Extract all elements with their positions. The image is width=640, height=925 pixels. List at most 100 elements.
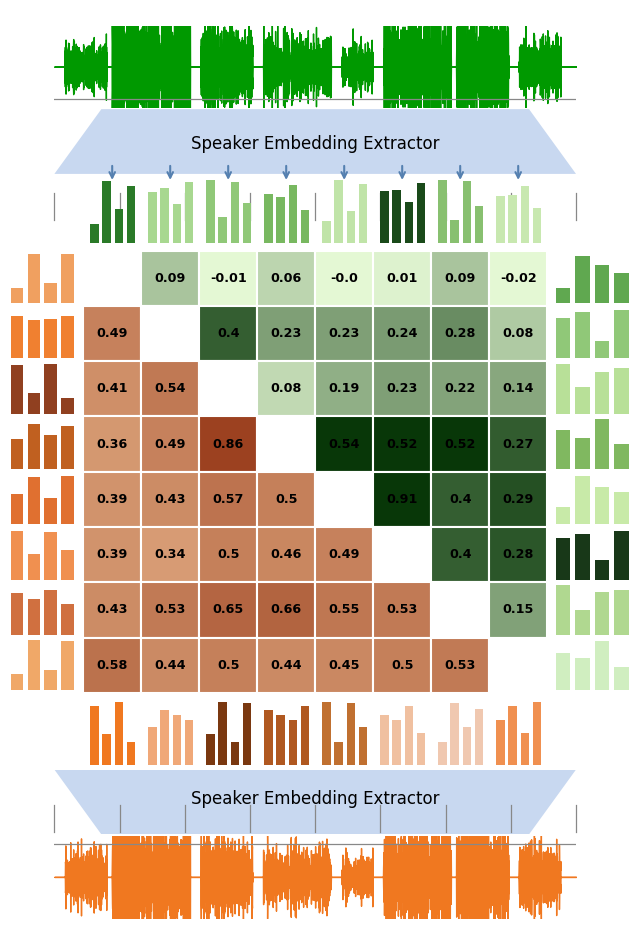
Bar xyxy=(61,426,74,469)
Bar xyxy=(173,204,181,243)
Bar xyxy=(11,674,23,690)
Bar xyxy=(373,527,431,583)
Bar xyxy=(61,316,74,359)
Bar xyxy=(141,251,199,306)
Bar xyxy=(556,653,570,690)
Text: 0.91: 0.91 xyxy=(387,493,418,506)
Bar xyxy=(614,667,628,690)
Text: 0.5: 0.5 xyxy=(391,659,413,672)
Bar xyxy=(28,320,40,359)
Text: -0.02: -0.02 xyxy=(500,272,536,285)
Bar xyxy=(11,494,23,524)
Text: 0.39: 0.39 xyxy=(97,549,128,561)
Bar xyxy=(61,604,74,635)
Bar xyxy=(289,185,297,243)
Text: 0.36: 0.36 xyxy=(97,438,128,450)
Bar xyxy=(11,364,23,413)
Bar xyxy=(556,430,570,469)
Bar xyxy=(301,210,309,243)
Bar xyxy=(83,362,141,416)
Text: 0.55: 0.55 xyxy=(328,603,360,616)
Text: 0.06: 0.06 xyxy=(271,272,302,285)
Text: 0.43: 0.43 xyxy=(97,603,128,616)
Bar xyxy=(83,527,141,583)
Bar xyxy=(243,204,252,243)
Text: 0.09: 0.09 xyxy=(154,272,186,285)
Bar xyxy=(199,583,257,637)
Bar xyxy=(496,720,505,765)
Text: 0.4: 0.4 xyxy=(449,493,472,506)
Bar xyxy=(199,637,257,693)
Text: 0.08: 0.08 xyxy=(271,382,302,395)
Bar xyxy=(199,527,257,583)
Bar xyxy=(44,498,57,524)
Text: -0.0: -0.0 xyxy=(330,272,358,285)
Bar xyxy=(614,492,628,524)
Bar xyxy=(614,444,628,469)
Text: 0.65: 0.65 xyxy=(212,603,244,616)
Bar xyxy=(28,424,40,469)
Bar xyxy=(322,702,331,765)
Bar xyxy=(199,362,257,416)
Bar xyxy=(28,640,40,690)
Bar xyxy=(358,184,367,243)
Bar xyxy=(575,438,589,469)
Text: 0.45: 0.45 xyxy=(328,659,360,672)
Bar xyxy=(44,283,57,303)
Bar xyxy=(595,372,609,413)
Bar xyxy=(230,182,239,243)
Text: 0.19: 0.19 xyxy=(328,382,360,395)
Bar xyxy=(532,207,541,243)
Bar xyxy=(392,720,401,765)
Bar xyxy=(373,416,431,472)
Bar xyxy=(373,472,431,527)
Bar xyxy=(28,554,40,580)
Bar xyxy=(614,311,628,359)
Bar xyxy=(438,180,447,243)
Text: 0.27: 0.27 xyxy=(502,438,534,450)
Bar xyxy=(489,527,547,583)
Bar xyxy=(28,253,40,303)
Bar xyxy=(218,217,227,243)
Bar xyxy=(489,362,547,416)
Text: 0.54: 0.54 xyxy=(328,438,360,450)
Polygon shape xyxy=(54,770,576,834)
Bar xyxy=(316,306,373,362)
Bar xyxy=(83,637,141,693)
Bar xyxy=(508,195,517,243)
Bar xyxy=(595,265,609,303)
Bar xyxy=(556,364,570,413)
Text: 0.14: 0.14 xyxy=(502,382,534,395)
Bar xyxy=(595,419,609,469)
Bar xyxy=(83,416,141,472)
Bar xyxy=(404,706,413,765)
Text: 0.58: 0.58 xyxy=(97,659,128,672)
Bar xyxy=(199,472,257,527)
Bar xyxy=(218,702,227,765)
Text: 0.5: 0.5 xyxy=(217,659,239,672)
Text: 0.29: 0.29 xyxy=(502,493,534,506)
Bar xyxy=(316,362,373,416)
Bar xyxy=(575,312,589,359)
Bar xyxy=(380,714,389,765)
Bar xyxy=(322,221,331,243)
Bar xyxy=(141,306,199,362)
Bar xyxy=(90,706,99,765)
Bar xyxy=(346,212,355,243)
Bar xyxy=(11,316,23,359)
Bar xyxy=(575,476,589,524)
Bar xyxy=(11,288,23,303)
Bar xyxy=(575,658,589,690)
Text: 0.4: 0.4 xyxy=(449,549,472,561)
Bar xyxy=(451,220,459,243)
Bar xyxy=(404,202,413,243)
Bar xyxy=(44,532,57,580)
Bar xyxy=(431,306,489,362)
Bar xyxy=(257,637,316,693)
Text: 0.52: 0.52 xyxy=(387,438,418,450)
Text: 0.46: 0.46 xyxy=(271,549,302,561)
Bar xyxy=(431,472,489,527)
Text: 0.49: 0.49 xyxy=(328,549,360,561)
Text: 0.23: 0.23 xyxy=(328,327,360,340)
Bar xyxy=(373,251,431,306)
